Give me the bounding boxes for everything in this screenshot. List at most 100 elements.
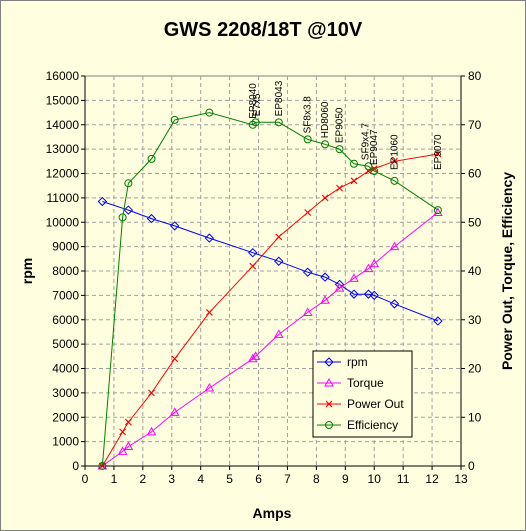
power-out-point <box>205 309 213 316</box>
x-axis-label: Amps <box>253 505 292 521</box>
x-tick-label: 3 <box>168 472 175 486</box>
torque-point <box>320 295 330 304</box>
efficiency-point <box>433 206 442 215</box>
power-out-point <box>119 428 127 436</box>
x-tick-label: 8 <box>313 472 320 486</box>
x-tick-label: 7 <box>284 472 291 486</box>
efficiency-point <box>118 213 127 222</box>
torque-point <box>273 329 284 338</box>
y-tick-label: 6000 <box>52 313 79 327</box>
x-tick-label: 11 <box>397 472 410 486</box>
rpm-point <box>123 205 134 215</box>
x-tick-label: 0 <box>82 472 89 486</box>
legend: rpm Torque Power Out Efficiency <box>312 350 413 438</box>
power-out-point <box>321 194 329 202</box>
y-tick-label: 2000 <box>52 410 79 424</box>
x-tick-label: 5 <box>226 472 233 486</box>
efficiency-point <box>321 140 330 149</box>
rpm-point <box>320 272 330 282</box>
efficiency-point <box>335 145 344 154</box>
power-out-point <box>391 157 398 165</box>
y-tick-label: 9000 <box>52 240 79 254</box>
y-tick-label: 3000 <box>52 386 79 400</box>
power-out-point <box>275 233 283 241</box>
annotation-label: EP1060 <box>389 134 400 170</box>
power-out-point <box>434 150 442 158</box>
efficiency-point <box>147 154 156 163</box>
rpm-point <box>369 290 379 301</box>
y2-tick-label: 20 <box>468 362 482 376</box>
efficiency-line <box>101 112 439 467</box>
x-tick-label: 4 <box>197 472 204 486</box>
power-out-point <box>304 209 312 216</box>
legend-marker-efficiency <box>325 421 333 429</box>
annotation-label: EP9050 <box>335 107 346 143</box>
y2-tick-label: 50 <box>468 215 482 229</box>
efficiency-point <box>303 135 312 144</box>
rpm-point <box>274 256 284 266</box>
chart-title: GWS 2208/18T @10V <box>164 19 363 41</box>
torque-point <box>169 407 180 416</box>
torque-point <box>146 426 157 436</box>
rpm-point <box>433 316 443 326</box>
rpm-point <box>204 233 215 243</box>
efficiency-point <box>390 176 399 185</box>
torque-point <box>302 307 313 316</box>
y-axis-label: rpm <box>19 258 35 284</box>
rpm-point <box>363 289 374 299</box>
power-out-point <box>249 262 257 270</box>
torque-point <box>117 446 128 455</box>
torque-point <box>247 353 258 363</box>
rpm-point <box>169 221 180 231</box>
x-tick-label: 13 <box>454 472 468 486</box>
x-tick-label: 1 <box>111 472 118 486</box>
power-out-point <box>148 389 155 397</box>
y-tick-label: 0 <box>72 459 79 473</box>
y2-tick-label: 10 <box>468 410 482 424</box>
y2-tick-label: 70 <box>468 118 482 132</box>
efficiency-point <box>251 118 260 127</box>
rpm-point <box>303 267 313 277</box>
torque-point <box>369 258 380 268</box>
power-out-point <box>124 418 132 426</box>
efficiency-point <box>274 118 283 127</box>
efficiency-point <box>98 462 107 470</box>
rpm-point <box>248 248 258 258</box>
y-tick-label: 7000 <box>52 288 79 302</box>
annotation-label: E7x5 <box>252 93 263 116</box>
x-tick-label: 10 <box>368 472 382 486</box>
legend-label-power-out: Power Out <box>347 397 404 411</box>
torque-point <box>250 351 261 360</box>
annotation-label: EP9047 <box>369 129 380 165</box>
annotation-label: SF9x4.7 <box>361 123 372 161</box>
x-tick-label: 2 <box>140 472 147 486</box>
legend-marker-torque <box>324 377 334 387</box>
y-tick-label: 1000 <box>52 435 79 449</box>
x-tick-label: 12 <box>425 472 439 486</box>
efficiency-point <box>205 108 214 117</box>
y2-axis-label: Power Out, Torque, Efficiency <box>499 172 515 370</box>
y-tick-label: 5000 <box>52 337 79 351</box>
annotation-label: EP8040 <box>248 83 259 119</box>
efficiency-point <box>364 162 373 171</box>
y2-tick-label: 30 <box>468 313 482 327</box>
torque-point <box>363 263 374 273</box>
torque-point <box>349 273 359 282</box>
torque-point <box>389 241 400 251</box>
power-out-point <box>336 184 343 192</box>
power-out-point <box>350 177 358 185</box>
annotation-label: SF8x3.8 <box>303 96 314 134</box>
torque-point <box>204 382 215 392</box>
y-tick-label: 15000 <box>46 93 80 107</box>
legend-marker-power-out <box>325 400 333 408</box>
efficiency-point <box>370 167 379 176</box>
rpm-point <box>349 289 359 299</box>
power-out-point <box>98 462 106 470</box>
series-efficiency <box>98 108 442 470</box>
y-tick-label: 8000 <box>52 264 79 278</box>
annotation-label: EP9070 <box>433 134 444 170</box>
y2-tick-label: 80 <box>468 69 482 83</box>
rpm-point <box>389 299 400 309</box>
torque-point <box>433 207 443 216</box>
